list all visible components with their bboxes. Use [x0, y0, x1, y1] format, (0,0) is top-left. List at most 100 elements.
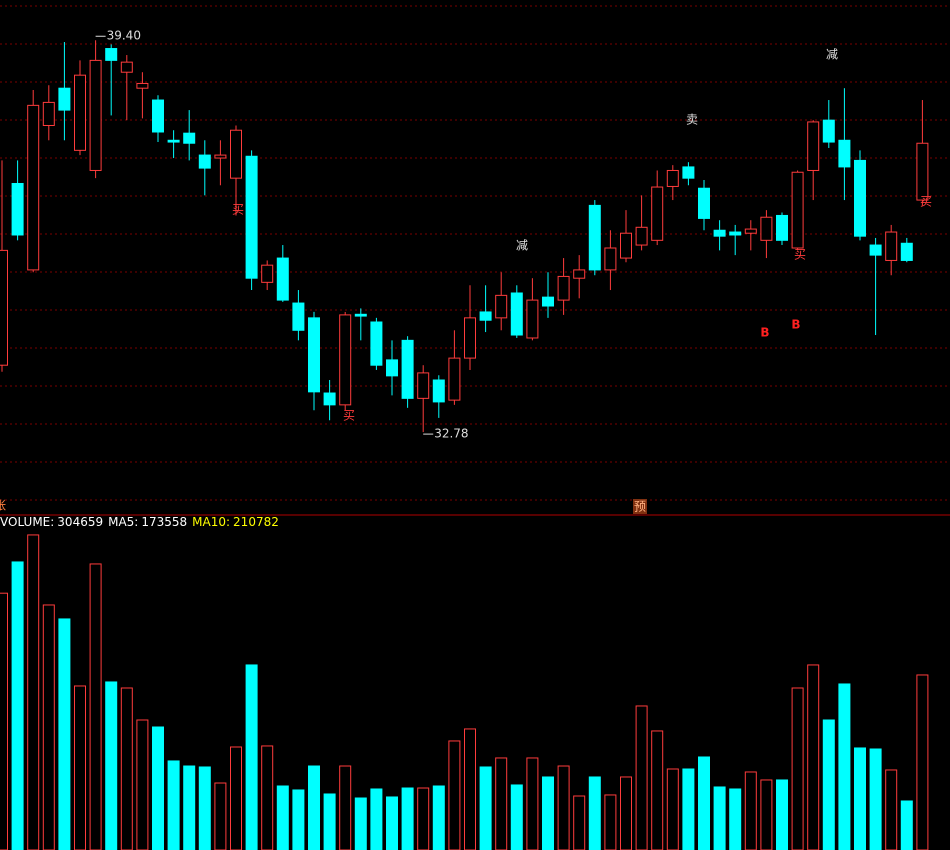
status-mark: 张 [0, 499, 6, 513]
candle-body [776, 214, 788, 241]
volume-bar [323, 793, 336, 850]
candle-body [713, 229, 726, 237]
signal-marker: 减 [826, 48, 838, 62]
candle-body [261, 264, 274, 283]
signal-marker: 买 [794, 248, 806, 262]
volume-bar [245, 664, 258, 850]
candle-body [230, 129, 242, 179]
candle-body [635, 226, 648, 246]
volume-bar [11, 561, 24, 850]
candle-body [916, 142, 929, 201]
annotation-label: 32.78 [434, 427, 468, 441]
volume-bar [339, 765, 352, 850]
volume-legend: VOLUME: 304659 MA5: 173558 MA10: 210782 [0, 515, 279, 529]
volume-bar [167, 760, 180, 850]
volume-bar [89, 563, 102, 850]
volume-bar [807, 664, 820, 850]
candle-body [822, 119, 835, 143]
volume-bar [464, 728, 476, 850]
candle-body [339, 314, 352, 406]
candle-body [464, 317, 476, 359]
volume-bar [604, 794, 617, 850]
volume-bar [791, 687, 804, 850]
candle-body [214, 154, 227, 159]
candle-body [245, 155, 258, 279]
volume-bar [230, 746, 242, 850]
candle-body [807, 121, 820, 171]
volume-bar [760, 779, 773, 850]
candle-body [666, 169, 679, 187]
candle-body [479, 311, 492, 321]
candle-body [729, 231, 742, 236]
candle-body [183, 132, 196, 144]
candle-body [89, 59, 102, 171]
volume-bar [651, 730, 664, 850]
volume-bar [542, 776, 554, 850]
volume-bar [495, 757, 508, 850]
candle-body [838, 139, 851, 168]
status-box [633, 499, 647, 514]
volume-bar [152, 726, 164, 850]
volume-bar [74, 685, 86, 850]
candle-body [323, 392, 336, 406]
candle-body [354, 313, 367, 317]
candle-body [854, 159, 866, 237]
candle-body [682, 166, 695, 179]
volume-bar [557, 765, 570, 850]
volume-bar [526, 757, 539, 850]
volume-bar [386, 796, 398, 850]
volume-bar [42, 604, 55, 850]
volume-bar [838, 683, 851, 850]
volume-bar [370, 788, 383, 850]
legend-value: 304659 [57, 515, 103, 529]
annotation-label: 39.40 [107, 29, 141, 43]
candle-body [573, 269, 586, 279]
volume-bar [183, 765, 196, 850]
signal-marker: B [760, 326, 769, 340]
volume-bar [432, 785, 445, 850]
volume-bar [713, 786, 726, 850]
volume-bar [620, 776, 632, 850]
volume-bar [916, 674, 929, 850]
candle-body [152, 99, 164, 133]
signal-marker: 买 [343, 409, 355, 423]
candle-body [791, 171, 804, 249]
candle-body [448, 357, 461, 401]
legend-value: 173558 [141, 515, 187, 529]
signal-marker: 买 [232, 203, 244, 217]
candle-body [370, 321, 383, 366]
candle-body [167, 139, 180, 143]
legend-value: 210782 [233, 515, 279, 529]
candle-body [557, 275, 570, 301]
volume-bar [417, 787, 430, 850]
candle-body [588, 204, 601, 271]
volume-bar [354, 797, 367, 850]
volume-bar [292, 789, 305, 850]
candle-body [885, 231, 898, 261]
volume-bar [635, 705, 648, 850]
volume-bar [682, 768, 695, 850]
volume-bar [214, 782, 227, 850]
volume-bar [448, 740, 461, 850]
volume-bar [698, 756, 710, 850]
volume-bar [198, 766, 211, 850]
candle-body [42, 101, 55, 126]
candle-body [542, 296, 554, 307]
volume-bar [120, 687, 133, 850]
volume-bar [744, 771, 757, 850]
candle-body [698, 187, 710, 219]
candle-body [308, 317, 320, 393]
candle-body [58, 87, 71, 111]
volume-bar [869, 748, 882, 850]
volume-bar [822, 719, 835, 850]
volume-bar [136, 719, 149, 850]
candle-body [136, 82, 149, 89]
candle-body [292, 302, 305, 331]
candle-body [432, 379, 445, 403]
candle-body [510, 292, 523, 336]
candle-body [417, 372, 430, 399]
candle-body [198, 154, 211, 169]
candle-body [620, 232, 632, 259]
volume-bar [0, 592, 8, 850]
